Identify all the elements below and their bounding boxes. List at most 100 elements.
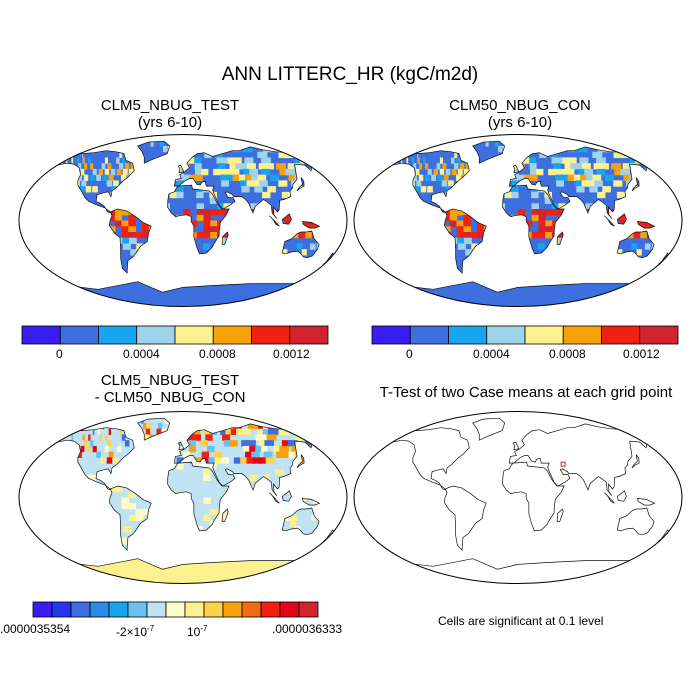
colorbar-test-case (21, 325, 329, 345)
panel-1-subtitle: (yrs 6-10) (137, 114, 203, 131)
coastline (48, 281, 319, 307)
cb2-label-0: 0 (406, 347, 413, 361)
colorbar-swatch (251, 325, 291, 345)
cb1-label-3: 0.0012 (273, 347, 310, 361)
coastline (301, 221, 321, 229)
panel-2-title: CLM50_NBUG_CON (449, 97, 591, 114)
cb2-label-2: 0.0008 (549, 347, 586, 361)
colorbar-swatch (184, 601, 205, 618)
coastline (508, 146, 654, 219)
coastline (508, 423, 654, 496)
coastline (604, 215, 615, 227)
coastline (296, 177, 305, 192)
colorbar-swatch (127, 601, 148, 618)
coastline (177, 441, 185, 451)
coastline (56, 427, 135, 491)
colorbar-swatch (289, 325, 329, 345)
panel-3-subtitle: - CLM50_NBUG_CON (94, 389, 246, 406)
coastline (383, 281, 654, 307)
coastline (391, 427, 470, 491)
map-control-case (353, 134, 683, 307)
coastline (167, 461, 230, 532)
coastline (556, 231, 564, 245)
colorbar-swatch (136, 325, 176, 345)
colorbar-swatch (51, 601, 72, 618)
coastline (221, 231, 229, 245)
coastline (512, 441, 520, 451)
coastline (502, 461, 565, 532)
coastline (56, 150, 135, 214)
cb1-label-1: 0.0004 (123, 347, 160, 361)
coastline (48, 558, 319, 584)
colorbar-swatch (70, 601, 91, 618)
colorbar-swatch (601, 325, 641, 345)
panel-4-title: T-Test of two Case means at each grid po… (379, 384, 673, 401)
colorbar-difference (32, 601, 319, 618)
colorbar-swatch (222, 601, 243, 618)
colorbar-swatch (21, 325, 61, 345)
coastline (512, 164, 520, 174)
cb2-label-3: 0.0012 (623, 347, 660, 361)
coastline (281, 490, 292, 502)
colorbar-swatch (203, 601, 224, 618)
cb1-label-0: 0 (56, 347, 63, 361)
coastline (472, 140, 506, 164)
coastline (472, 417, 506, 441)
map-border (353, 134, 683, 307)
coastline (269, 492, 280, 504)
coastline (281, 230, 320, 259)
map-difference (18, 411, 348, 584)
coastline (108, 485, 152, 551)
coastline (296, 454, 305, 469)
coastline (137, 140, 171, 164)
map-border (18, 411, 348, 584)
colorbar-swatch (146, 601, 167, 618)
coastline (177, 164, 185, 174)
coastline (631, 454, 640, 469)
panel-3-title: CLM5_NBUG_TEST (100, 372, 240, 389)
coastline (502, 184, 565, 255)
colorbar-swatch (89, 601, 110, 618)
map-border (18, 134, 348, 307)
map-test-case (18, 134, 348, 307)
coastline (616, 507, 655, 536)
colorbar-swatch (165, 601, 186, 618)
significant-cell (560, 461, 566, 467)
colorbar-swatch (241, 601, 262, 618)
colorbar-swatch (524, 325, 564, 345)
colorbar-swatch (59, 325, 99, 345)
coastline (616, 213, 627, 225)
cb3-label-neg: -2×10-7 (116, 624, 155, 639)
coastline (556, 508, 564, 522)
cb1-label-2: 0.0008 (199, 347, 236, 361)
coastline (631, 177, 640, 192)
colorbar-swatch (298, 601, 319, 618)
colorbar-swatch (108, 601, 129, 618)
colorbar-swatch (32, 601, 53, 618)
coastline (281, 213, 292, 225)
ttest-note: Cells are significant at 0.1 level (438, 614, 604, 628)
coastline (636, 498, 656, 506)
colorbar-swatch (174, 325, 214, 345)
coastline (616, 490, 627, 502)
map-ttest (353, 411, 683, 584)
coastline (137, 417, 171, 441)
cb3-label-pos: 10-7 (187, 624, 208, 639)
panel-2-subtitle: (yrs 6-10) (487, 114, 553, 131)
coastline (443, 485, 487, 551)
panel-3-title-block: CLM5_NBUG_TEST - CLM50_NBUG_CON (40, 372, 300, 406)
main-title: ANN LITTERC_HR (kgC/m2d) (221, 64, 479, 85)
coastline (383, 558, 654, 584)
colorbar-swatch (212, 325, 252, 345)
panel-1-title-block: CLM5_NBUG_TEST (yrs 6-10) (40, 97, 300, 131)
coastline (167, 184, 230, 255)
coastline (173, 423, 319, 496)
coastline (221, 508, 229, 522)
colorbar-swatch (260, 601, 281, 618)
colorbar-swatch (371, 325, 411, 345)
coastline (281, 507, 320, 536)
cb3-label-min: .0000035354 (0, 622, 71, 636)
colorbar-swatch (98, 325, 138, 345)
colorbar-swatch (639, 325, 679, 345)
coastline (616, 230, 655, 259)
